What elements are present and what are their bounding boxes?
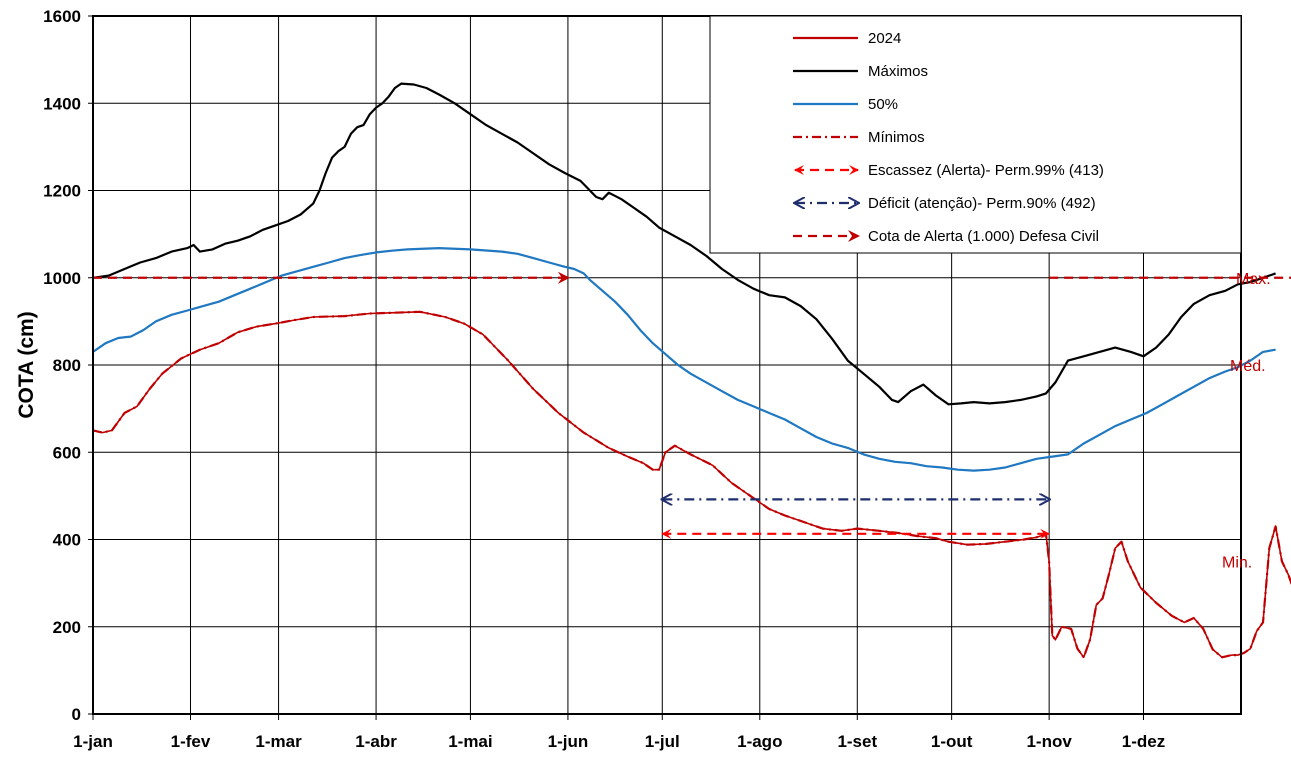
y-axis-title: COTA (cm) (15, 311, 38, 418)
x-tick-label: 1-fev (171, 732, 211, 751)
legend-label: Cota de Alerta (1.000) Defesa Civil (868, 228, 1099, 245)
legend-label: 50% (868, 96, 898, 113)
x-tick-label: 1-jan (73, 732, 113, 751)
legend-label: Mínimos (868, 129, 925, 146)
x-tick-label: 1-jun (548, 732, 589, 751)
y-tick-label: 600 (53, 443, 81, 462)
x-tick-label: 1-set (837, 732, 877, 751)
x-tick-label: 1-jul (645, 732, 680, 751)
side-label: Min. (1222, 554, 1252, 571)
x-tick-label: 1-nov (1026, 732, 1072, 751)
series-line-m-nimos (92, 310, 1291, 659)
x-tick-label: 1-abr (355, 732, 397, 751)
series-line-m-ximos (92, 82, 1276, 406)
x-tick-label: 1-mai (448, 732, 492, 751)
y-tick-label: 800 (53, 356, 81, 375)
y-tick-label: 400 (53, 531, 81, 550)
x-tick-label: 1-dez (1122, 732, 1165, 751)
legend: 2024 Máximos 50% Mínimos Escassez (Alerta)- … (709, 15, 1242, 254)
side-label: Méd. (1230, 358, 1266, 375)
plot-frame (92, 15, 1242, 715)
x-tick-label: 1-out (931, 732, 973, 751)
y-tick-label: 1600 (43, 7, 81, 26)
y-tick-label: 1000 (43, 269, 81, 288)
x-tick-label: 1-mar (255, 732, 302, 751)
y-tick-label: 0 (72, 705, 81, 724)
y-tick-label: 200 (53, 618, 81, 637)
axis-layer: 0 200 400 600 800 1000 1200 1400 1600 1-jan 1-fev 1… (15, 7, 1271, 751)
legend-label: Déficit (atenção)- Perm.90% (492) (868, 195, 1096, 212)
legend-label: Escassez (Alerta)- Perm.99% (413) (868, 162, 1104, 179)
reference-lines-layer (93, 271, 1291, 539)
side-label: Max. (1236, 271, 1271, 288)
y-tick-label: 1400 (43, 94, 81, 113)
series-line-50- (92, 247, 1276, 472)
legend-label: Máximos (868, 63, 928, 80)
legend-label: 2024 (868, 30, 901, 47)
grid-layer (92, 15, 1241, 715)
series-line-2024 (92, 311, 1291, 659)
legend-box (709, 15, 1242, 254)
y-tick-label: 1200 (43, 182, 81, 201)
x-tick-label: 1-ago (737, 732, 782, 751)
